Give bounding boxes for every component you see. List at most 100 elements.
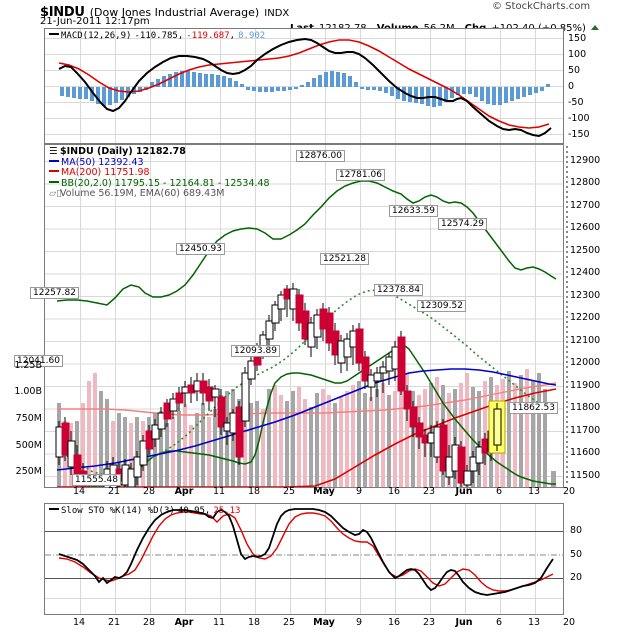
x-axis-label-Jun: Jun (455, 617, 473, 628)
x-axis-label-May: May (313, 486, 335, 497)
ma50-line (56, 368, 557, 471)
volume-tick-2: 750M (15, 413, 42, 424)
price-tick-12700: 12700 (570, 199, 601, 211)
macd-panel (44, 28, 564, 144)
x-axis-label-14: 14 (72, 617, 86, 628)
price-callout: 12876.00 (296, 150, 345, 162)
quote-timestamp: 21-Jun-2011 12:17pm (40, 16, 150, 27)
macd-tick-50: 50 (568, 65, 581, 76)
price-tick-12300: 12300 (570, 289, 601, 301)
price-plot (45, 145, 563, 487)
x-axis-label-13: 13 (527, 617, 541, 628)
triangle-up-icon (590, 25, 599, 30)
x-axis-label-23: 23 (422, 617, 436, 628)
price-tick-12900: 12900 (570, 154, 601, 166)
bollinger-upper-band (56, 180, 557, 306)
price-tick-12500: 12500 (570, 244, 601, 256)
sto-legend-k: 40.95 (177, 506, 205, 516)
price-callout: 12093.89 (231, 345, 280, 357)
bollinger-swatch (49, 180, 59, 183)
exchange-label: INDX (264, 8, 290, 19)
macd-tick--150: -150 (568, 129, 590, 140)
macd-tick-100: 100 (568, 49, 587, 60)
macd-tick--100: -100 (568, 113, 590, 124)
price-legend-volume: Volume 56.19M, EMA(60) 689.43M (60, 188, 225, 199)
x-axis-label-9: 9 (355, 486, 363, 497)
bollinger-middle-band (56, 289, 554, 476)
price-tick-12600: 12600 (570, 222, 601, 233)
x-axis-label-9: 9 (355, 617, 363, 628)
x-axis-label-18: 18 (247, 486, 261, 497)
price-callout: 12574.29 (438, 218, 487, 230)
x-axis-label-6: 6 (495, 486, 503, 497)
price-legend: ☰ $INDU (Daily) 12182.78 MA(50) 12392.43 … (49, 146, 270, 200)
volume-tick-0: 1.25B (14, 360, 42, 371)
macd-legend-value: -110.785 (134, 31, 178, 41)
price-callout: 12633.59 (389, 205, 438, 217)
sto-line-swatch (49, 508, 59, 510)
ma200-swatch (49, 170, 59, 172)
candlesticks (55, 283, 502, 487)
x-axis-label-28: 28 (142, 486, 156, 497)
slow-sto-panel (44, 503, 564, 615)
macd-legend-signal: -119.687 (186, 31, 230, 41)
sto-legend-name: Slow STO %K(14) %D(3) (61, 506, 175, 516)
x-axis-label-6: 6 (495, 617, 503, 628)
price-axis-ticks (566, 146, 568, 486)
sto-plot (45, 504, 563, 614)
ma50-swatch (49, 159, 59, 162)
price-callout: 12309.52 (417, 300, 466, 312)
x-axis-label-25: 25 (282, 486, 296, 497)
price-legend-bb: BB(20,2.0) 11795.15 - 12164.81 - 12534.4… (61, 177, 270, 189)
price-legend-ma50: MA(50) 12392.43 (61, 156, 144, 168)
macd-signal-line (58, 39, 550, 129)
sto-legend: Slow STO %K(14) %D(3) 40.95, 25.13 (49, 506, 240, 517)
x-axis-label-11: 11 (212, 486, 226, 497)
volume-bars-icon: ▱▯ (49, 188, 62, 199)
macd-line-swatch (49, 33, 59, 35)
price-tick-12400: 12400 (570, 267, 601, 278)
price-callout: 12781.06 (336, 169, 385, 181)
price-tick-11500: 11500 (570, 469, 601, 481)
company-name: (Dow Jones Industrial Average) (89, 6, 260, 19)
x-axis-label-21: 21 (107, 617, 121, 628)
price-panel (44, 144, 564, 488)
price-tick-12100: 12100 (570, 334, 601, 346)
candlestick-icon: ☰ (49, 146, 58, 157)
macd-line (58, 37, 552, 138)
price-callout: 12041.60 (14, 355, 63, 367)
sto-k-line (58, 508, 554, 596)
price-tick-11600: 11600 (570, 447, 601, 458)
price-callout: 12378.84 (374, 284, 423, 296)
x-axis-label-Apr: Apr (174, 617, 194, 628)
sto-legend-d: 25.13 (213, 506, 241, 516)
price-tick-12800: 12800 (570, 177, 601, 188)
sto-tick-50: 50 (570, 549, 583, 560)
symbol-ticker: $INDU (40, 5, 85, 20)
volume-tick-3: 500M (15, 440, 42, 451)
macd-legend-name: MACD(12,26,9) (61, 31, 132, 41)
x-axis-label-28: 28 (142, 617, 156, 628)
x-axis-label-18: 18 (247, 617, 261, 628)
macd-tick-0: 0 (568, 81, 575, 92)
chart-header: $INDU (Dow Jones Industrial Average) IND… (0, 0, 620, 34)
price-tick-12200: 12200 (570, 312, 601, 323)
x-axis-label-25: 25 (282, 617, 296, 628)
price-tick-11900: 11900 (570, 379, 601, 391)
volume-tick-4: 250M (15, 466, 42, 477)
price-legend-ma200: MA(200) 11751.98 (61, 167, 150, 178)
sto-tick-80: 80 (570, 525, 583, 536)
volume-ema-line (57, 382, 557, 416)
x-axis-label-Jun: Jun (455, 486, 473, 497)
sto-d-line (58, 511, 554, 592)
x-axis-label-13: 13 (527, 486, 541, 497)
x-axis-label-23: 23 (422, 486, 436, 497)
price-callout: 12521.28 (320, 253, 369, 265)
macd-tick-150: 150 (568, 33, 587, 44)
macd-plot (45, 29, 563, 143)
x-axis-label-14: 14 (72, 486, 86, 497)
price-callout: 12450.93 (176, 243, 225, 255)
last-candle-highlight (488, 400, 506, 454)
x-axis-label-20: 20 (562, 486, 576, 497)
